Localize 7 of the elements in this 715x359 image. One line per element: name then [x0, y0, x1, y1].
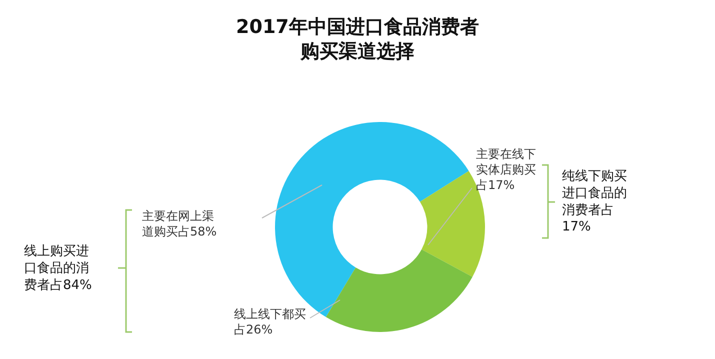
text: 线上购买进口食品的消费者占84%: [24, 244, 92, 293]
donut-slice: [326, 249, 472, 332]
text: 纯线下购买进口食品的消费者占17%: [562, 169, 627, 235]
slice-label: 主要在网上渠道购买占58%: [142, 209, 217, 239]
slice-label: 线上线下都买占26%: [234, 307, 306, 337]
chart-title: 2017年中国进口食品消费者购买渠道选择: [236, 16, 479, 63]
slice-label: 主要在线下实体店购买占17%: [476, 147, 536, 192]
